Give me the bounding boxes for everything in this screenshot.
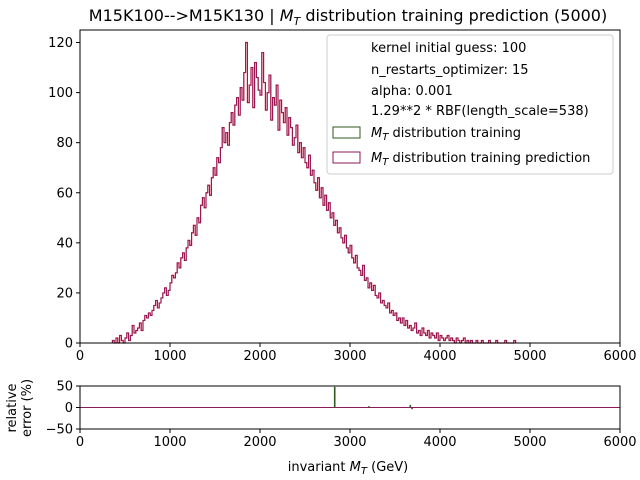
x-tick-label: 3000 bbox=[333, 349, 366, 364]
y-tick-label: 40 bbox=[56, 236, 73, 251]
x-tick-label: 4000 bbox=[423, 435, 456, 450]
relative-error-panel: 0 1000 2000 3000 4000 5000 6000 500−50 relativ… bbox=[5, 379, 637, 477]
error-y-axis-label-line2: error (%) bbox=[20, 379, 35, 437]
x-tick-label: 4000 bbox=[423, 349, 456, 364]
y-tick-label: −50 bbox=[46, 423, 73, 438]
main-y-axis-ticks: 0 20 40 60 80 100 120 bbox=[48, 36, 80, 352]
y-tick-label: 100 bbox=[48, 86, 73, 101]
legend-swatch-prediction bbox=[332, 151, 361, 164]
chart-title: M15K100-->M15K130 | MT distribution trai… bbox=[89, 6, 607, 28]
legend-note-kernel: kernel initial guess: 100 bbox=[371, 41, 526, 56]
x-tick-label: 0 bbox=[76, 435, 84, 450]
x-tick-label: 1000 bbox=[153, 349, 186, 364]
error-series bbox=[333, 386, 413, 410]
y-tick-label: 80 bbox=[56, 136, 73, 151]
main-plot-frame bbox=[79, 29, 621, 344]
y-tick-label: 60 bbox=[56, 186, 73, 201]
legend-note-alpha: alpha: 0.001 bbox=[371, 84, 453, 99]
x-tick-label: 6000 bbox=[603, 349, 636, 364]
x-tick-label: 1000 bbox=[153, 435, 186, 450]
legend-swatch-training bbox=[332, 126, 361, 139]
main-x-axis-ticks: 0 1000 2000 3000 4000 5000 6000 bbox=[76, 343, 637, 364]
x-tick-label: 5000 bbox=[513, 349, 546, 364]
y-tick-label: 0 bbox=[65, 401, 73, 416]
error-y-axis-label-line1: relative bbox=[5, 383, 20, 432]
error-plot-frame bbox=[79, 385, 621, 430]
y-tick-label: 120 bbox=[48, 36, 73, 51]
main-histogram-panel: 0 1000 2000 3000 4000 5000 6000 0 20 40 60 80 100 12… bbox=[48, 29, 637, 364]
legend-label-prediction: MT distribution training prediction bbox=[371, 151, 590, 168]
x-tick-label: 3000 bbox=[333, 435, 366, 450]
legend-note-kernel-fit: 1.29**2 * RBF(length_scale=538) bbox=[371, 104, 589, 119]
x-tick-label: 5000 bbox=[513, 435, 546, 450]
x-tick-label: 2000 bbox=[243, 349, 276, 364]
y-tick-label: 50 bbox=[56, 380, 73, 395]
error-x-axis-ticks: 0 1000 2000 3000 4000 5000 6000 bbox=[76, 429, 637, 450]
x-tick-label: 0 bbox=[76, 349, 84, 364]
x-tick-label: 6000 bbox=[603, 435, 636, 450]
legend-note-restarts: n_restarts_optimizer: 15 bbox=[371, 63, 529, 78]
histogram-prediction-step bbox=[112, 42, 516, 344]
legend: kernel initial guess: 100 n_restarts_opt… bbox=[326, 34, 614, 175]
x-tick-label: 2000 bbox=[243, 435, 276, 450]
error-y-axis-ticks: 50 0 −50 bbox=[46, 380, 80, 438]
legend-label-training: MT distribution training bbox=[371, 126, 521, 143]
y-tick-label: 20 bbox=[56, 286, 73, 301]
y-tick-label: 0 bbox=[65, 337, 73, 352]
legend-box bbox=[326, 34, 614, 175]
histogram-series bbox=[111, 41, 517, 344]
x-axis-label: invariant MT (GeV) bbox=[288, 460, 408, 477]
